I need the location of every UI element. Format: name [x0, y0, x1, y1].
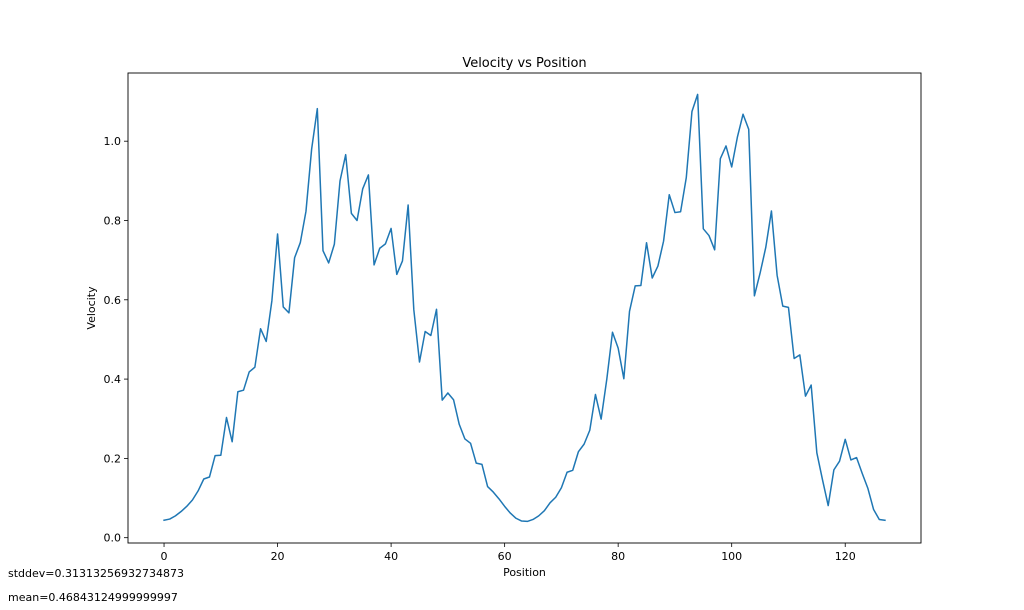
- x-axis-ticks: 0 20 40 60 80 100 120: [161, 543, 856, 563]
- mean-text: mean=0.46843124999999997: [8, 591, 178, 604]
- y-tick-label: 0.2: [104, 452, 122, 465]
- x-tick-label: 20: [271, 550, 285, 563]
- y-tick-label: 0.6: [104, 294, 122, 307]
- y-tick-label: 0.4: [104, 373, 122, 386]
- y-axis-label: Velocity: [85, 286, 98, 330]
- x-tick-label: 60: [498, 550, 512, 563]
- y-axis-ticks: 0.0 0.2 0.4 0.6 0.8 1.0: [104, 135, 128, 545]
- y-tick-label: 0.8: [104, 214, 122, 227]
- x-tick-label: 100: [721, 550, 742, 563]
- plot-frame: [127, 72, 922, 544]
- velocity-line: [163, 93, 886, 523]
- y-tick-label: 0.0: [104, 532, 122, 545]
- x-tick-label: 0: [161, 550, 168, 563]
- x-tick-label: 40: [384, 550, 398, 563]
- x-tick-label: 80: [611, 550, 625, 563]
- chart-title: Velocity vs Position: [462, 56, 586, 71]
- plot-area: [128, 73, 921, 543]
- stddev-text: stddev=0.31313256932734873: [8, 567, 184, 580]
- x-tick-label: 120: [835, 550, 856, 563]
- y-tick-label: 1.0: [104, 135, 122, 148]
- x-axis-label: Position: [503, 566, 546, 579]
